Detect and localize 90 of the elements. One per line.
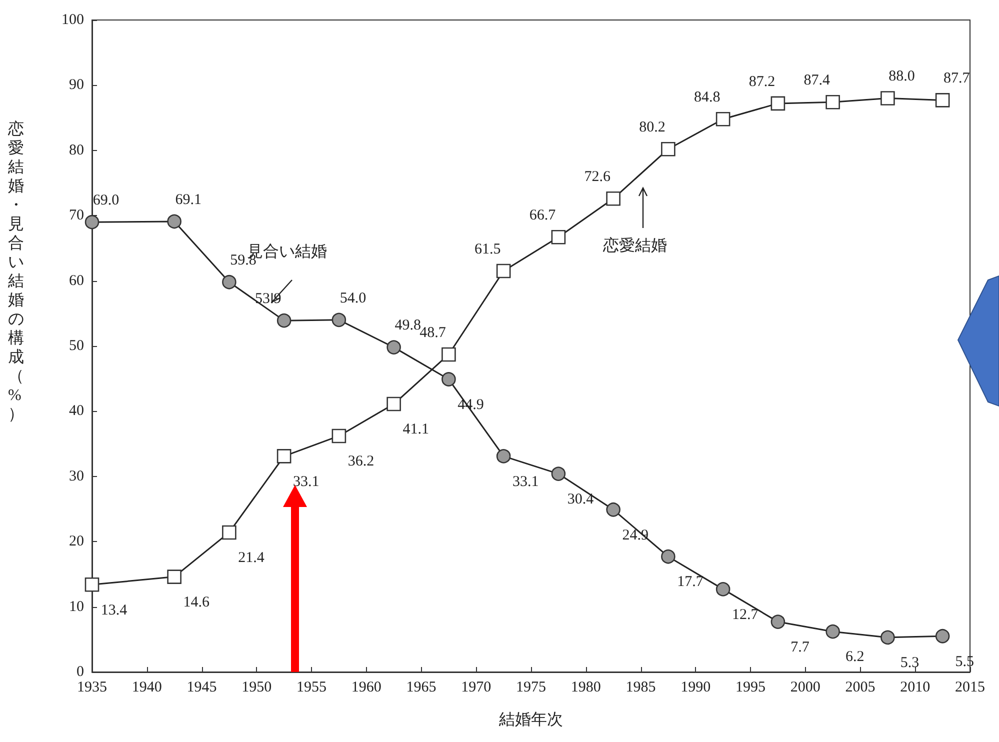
x-tick-label: 1985 <box>626 680 656 696</box>
point <box>770 96 786 111</box>
point <box>442 372 456 386</box>
point <box>826 624 840 639</box>
data-label: 84.8 <box>694 89 720 106</box>
y-tick-label: 90 <box>69 77 84 94</box>
point <box>880 630 895 645</box>
data-label: 5.3 <box>900 655 920 672</box>
point <box>716 112 730 126</box>
point <box>84 577 100 592</box>
x-tick-label: 2000 <box>790 680 820 696</box>
annotation: 恋愛結婚 <box>602 236 667 254</box>
data-label: 72.6 <box>584 169 611 185</box>
point <box>222 274 236 290</box>
data-label: 41.1 <box>402 422 429 438</box>
x-tick-label: 1945 <box>186 680 217 696</box>
data-label: 87.2 <box>748 74 776 90</box>
point <box>167 570 182 584</box>
point <box>496 264 511 278</box>
point <box>167 214 182 229</box>
y-tick-label: 40 <box>69 403 84 420</box>
data-label: 30.4 <box>567 491 594 508</box>
data-label: 87.4 <box>804 72 830 88</box>
data-label: 61.5 <box>474 241 501 258</box>
x-tick-label: 1950 <box>242 680 272 696</box>
data-label: 48.7 <box>420 324 446 341</box>
point <box>935 93 950 108</box>
x-tick-label: 1960 <box>351 680 382 696</box>
point <box>770 614 786 629</box>
y-tick-label: 60 <box>69 272 84 289</box>
data-label: 80.2 <box>639 119 666 136</box>
y-tick-label: 20 <box>69 534 84 550</box>
x-tick-label: 1990 <box>680 680 711 696</box>
point <box>276 449 292 464</box>
point <box>661 549 676 564</box>
x-tick-label: 1955 <box>296 680 326 696</box>
point <box>442 347 456 362</box>
data-label: 12.7 <box>732 606 759 623</box>
data-label: 14.6 <box>183 594 210 610</box>
data-label: 21.4 <box>238 550 265 566</box>
point <box>606 502 620 517</box>
point <box>551 466 566 481</box>
point <box>276 313 292 328</box>
point <box>880 91 895 106</box>
y-tick-label: 50 <box>69 338 84 354</box>
data-label: 36.2 <box>348 454 374 470</box>
x-tick-label: 2005 <box>845 680 876 696</box>
point <box>826 95 840 110</box>
point <box>606 192 620 206</box>
data-label: 87.7 <box>943 70 970 87</box>
data-label: 88.0 <box>888 68 915 85</box>
data-label: 69.1 <box>175 192 202 208</box>
x-tick-label: 1995 <box>736 680 766 696</box>
x-tick-label: 1980 <box>570 680 601 696</box>
point <box>332 312 346 328</box>
y-tick-label: 30 <box>69 468 84 484</box>
point <box>935 628 950 644</box>
data-label: 6.2 <box>845 649 864 666</box>
x-tick-label: 1975 <box>516 680 546 696</box>
x-tick-label: 1970 <box>461 680 492 696</box>
y-tick-label: 100 <box>62 12 84 28</box>
x-tick-label: 1935 <box>77 680 107 696</box>
data-label: 49.8 <box>394 318 421 334</box>
point <box>84 214 100 230</box>
data-label: 66.7 <box>529 207 556 224</box>
x-axis-title: 結婚年次 <box>498 712 563 728</box>
text: 恋愛結婚・見合い結婚の構成（%） <box>8 121 24 423</box>
data-label: 33.1 <box>512 474 539 490</box>
y-tick-label: 70 <box>69 208 84 224</box>
data-label: 7.7 <box>790 639 810 656</box>
x-tick-label: 2015 <box>955 680 985 696</box>
point <box>716 582 730 596</box>
x-tick-label: 2010 <box>900 680 930 696</box>
point <box>222 525 236 540</box>
data-label: 17.7 <box>677 574 704 590</box>
data-label: 69.0 <box>92 192 120 208</box>
x-tick-label: 1965 <box>406 680 436 696</box>
point <box>551 230 566 244</box>
data-label: 54.0 <box>340 290 366 306</box>
y-tick-label: 10 <box>69 598 84 615</box>
y-tick-label: 0 <box>76 664 84 680</box>
point <box>661 142 676 156</box>
data-label: 13.4 <box>100 602 128 618</box>
point <box>386 396 401 412</box>
data-label: 33.1 <box>292 474 320 490</box>
point <box>386 340 401 354</box>
y-tick-label: 80 <box>69 142 84 158</box>
x-tick-label: 1940 <box>132 680 162 696</box>
point <box>332 428 346 444</box>
point <box>496 449 511 464</box>
